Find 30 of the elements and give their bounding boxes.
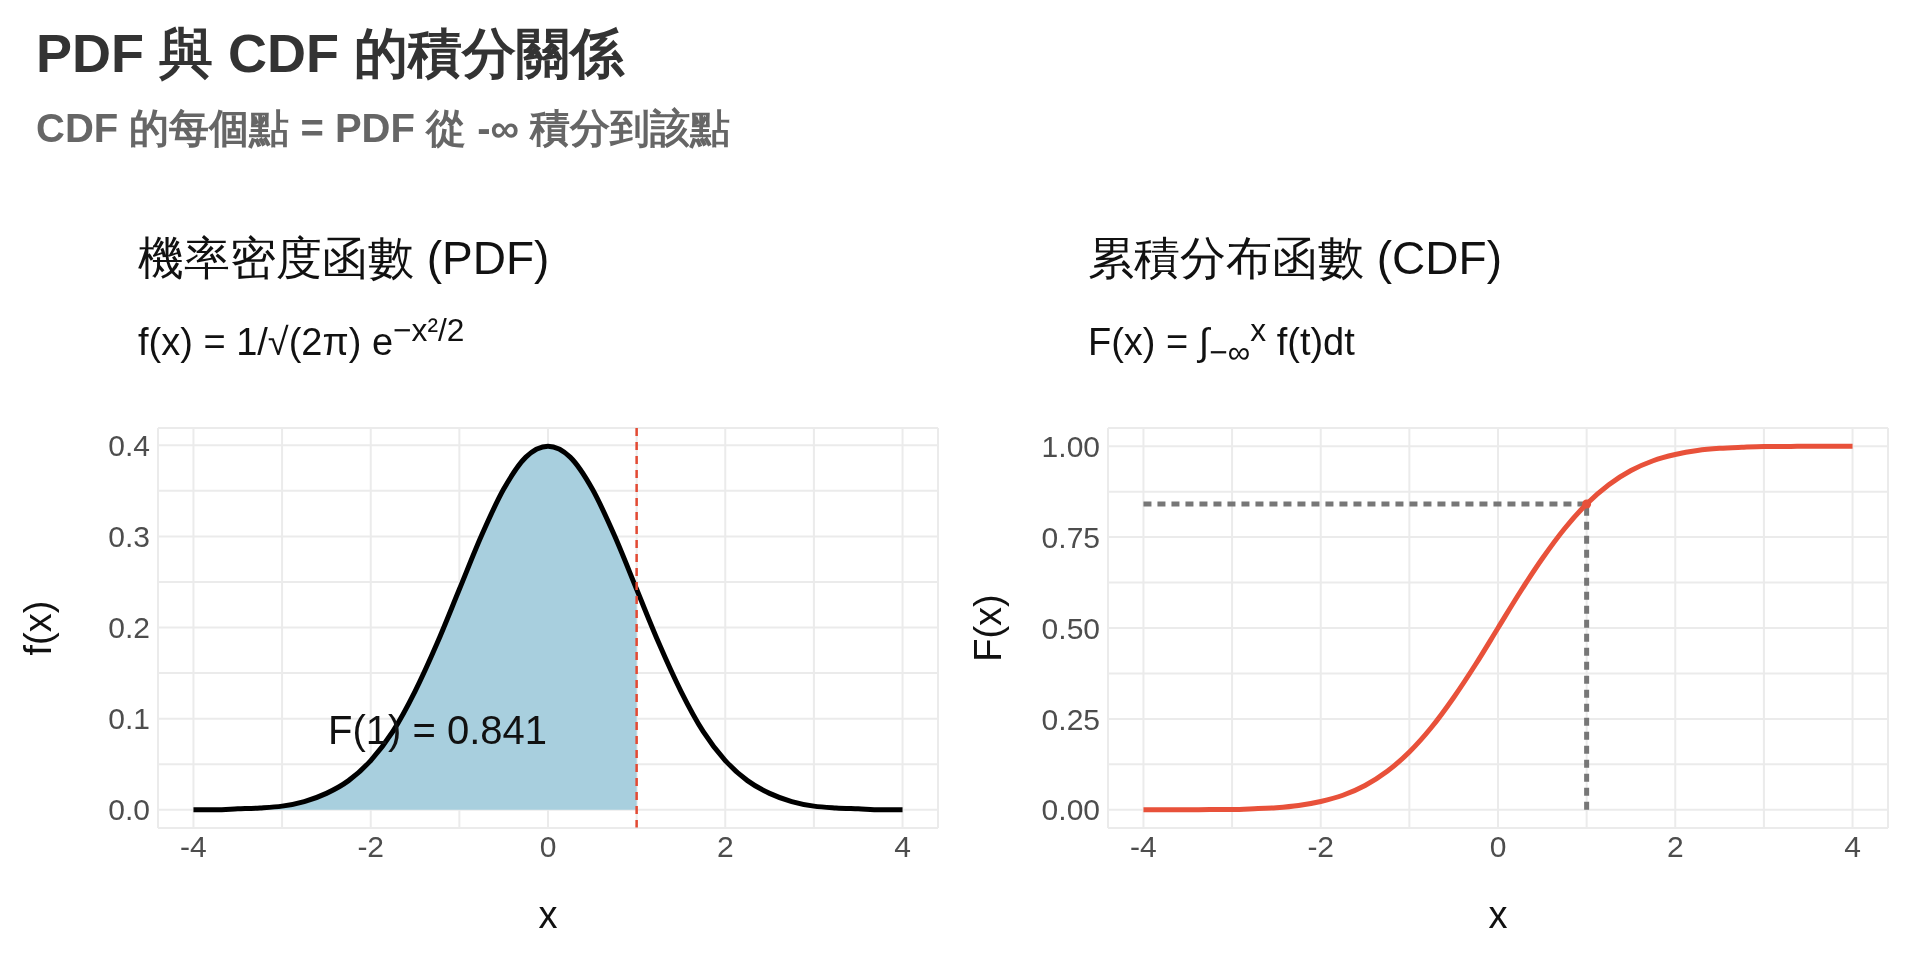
y-tick-label: 0.1 [108,702,150,736]
y-tick-label: 0.3 [108,520,150,554]
x-tick-label: 0 [539,830,557,864]
x-tick-label: -2 [1307,830,1335,864]
y-tick-label: 0.0 [108,793,150,827]
x-tick-label: 0 [1489,830,1507,864]
y-tick-label: 0.50 [1041,611,1100,645]
y-tick-label: 0.75 [1041,520,1100,554]
chart-title: 累積分布函數 (CDF) [1088,231,1503,286]
x-tick-label: 2 [1666,830,1684,864]
y-axis-title: F(x) [967,594,1010,662]
x-tick-label: 4 [1844,830,1861,864]
text: CDF 的每個點 = PDF 從 -∞ 積分到該點 [36,105,732,152]
y-tick-label: 0.00 [1041,793,1100,827]
chart-subtitle: f(x) = 1/√(2π) e$^{−x²/2}$ [138,312,466,364]
text: PDF 與 CDF 的積分關係 [36,22,626,85]
x-tick-label: -4 [180,830,207,864]
chart-subtitle: F(x) = ∫$_{−∞}$$^{x}$ f(t)dt [1088,312,1356,372]
x-tick-label: 4 [894,830,911,864]
x-tick-label: -2 [357,830,385,864]
y-axis-title: f(x) [17,600,60,656]
x-axis-title: x [538,894,558,936]
chart-title: 機率密度函數 (PDF) [138,231,551,286]
y-tick-label: 0.25 [1041,702,1100,736]
x-axis-title: x [1488,894,1508,936]
y-tick-label: 0.2 [108,611,150,645]
y-tick-label: 0.4 [108,428,150,462]
x-tick-label: 2 [716,830,734,864]
y-tick-label: 1.00 [1041,429,1100,463]
x-tick-label: -4 [1130,830,1157,864]
